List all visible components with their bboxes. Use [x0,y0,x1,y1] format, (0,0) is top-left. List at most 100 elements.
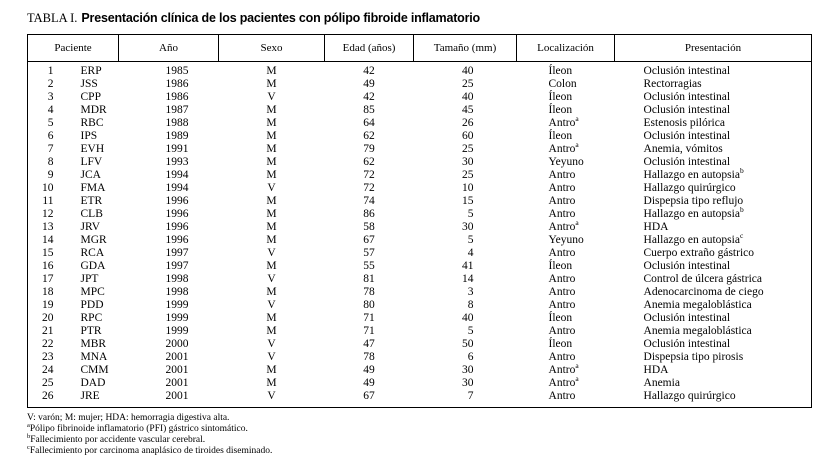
patient-number-cell: 4 [47,104,54,116]
age-cell: 80 [363,299,375,311]
patient-number-cell: 13 [42,221,54,233]
header-sexo: Sexo [218,34,326,62]
location-text: Antro [548,195,576,207]
year-cell: 1997 [165,247,189,259]
footnote-marker: a [575,114,579,124]
patient-initials-cell: MGR [80,234,107,246]
sex-cell: M [266,117,277,129]
size-cell: 5 [467,208,474,220]
patient-initials-cell: RPC [80,312,103,324]
location-text: Yeyuno [548,156,584,168]
age-cell: 47 [363,338,375,350]
location-text: Antro [548,208,576,220]
footnote-marker: b [27,432,31,440]
size-cell: 4 [467,247,474,259]
location-cell: Antro [517,351,615,364]
footnote-text: Pólipo fibrinoide inflamatorio (PFI) gás… [29,424,248,434]
location-cell: Antro [517,169,615,182]
year-cell: 1987 [165,104,189,116]
size-cell: 25 [462,78,474,90]
table-body: 1 ERP 1985 M 42 40 Íleon Oclusión intest… [28,62,812,408]
footnote-text: V: varón; M: mujer; HDA: hemorragia dige… [27,413,230,423]
patient-number-cell: 26 [42,390,54,402]
presentation-cell: Adenocarcinoma de ciego [615,286,812,299]
presentation-text: HDA [643,364,669,376]
sex-cell: M [266,143,277,155]
footnotes: V: varón; M: mujer; HDA: hemorragia dige… [27,413,813,457]
footnote-marker: a [575,374,579,384]
age-cell: 78 [363,351,375,363]
patient-number-cell: 9 [47,169,54,181]
location-cell: Antro [517,182,615,195]
header-row: Paciente Año Sexo Edad (años) Tamaño (mm… [26,34,813,62]
location-text: Antro [548,351,576,363]
size-cell: 40 [462,312,474,324]
sex-cell: V [267,299,276,311]
header-presentacion: Presentación [614,34,813,62]
size-cell: 5 [467,325,474,337]
patient-initials-cell: RBC [80,117,104,129]
location-text: Antro [548,221,576,233]
patient-initials-cell: FMA [80,182,106,194]
location-cell: Yeyuno [517,156,615,169]
table-row: 22 MBR 2000 V 47 50 Íleon Oclusión intes… [28,338,812,351]
sex-cell: V [267,182,276,194]
presentation-text: Oclusión intestinal [643,91,731,103]
table-row: 13 JRV 1996 M 58 30 Antroa HDA [28,219,812,234]
size-cell: 30 [462,221,474,233]
table-row: 8 LFV 1993 M 62 30 Yeyuno Oclusión intes… [28,156,812,169]
size-cell: 45 [462,104,474,116]
presentation-text: Estenosis pilórica [643,117,725,129]
location-text: Antro [548,182,576,194]
table-row: 6 IPS 1989 M 62 60 Íleon Oclusión intest… [28,130,812,143]
sex-cell: M [266,78,277,90]
age-cell: 71 [363,312,375,324]
presentation-text: Hallazgo quirúrgico [643,390,736,402]
presentation-cell: HDA [615,221,812,234]
year-cell: 1994 [165,182,189,194]
presentation-text: Anemia megaloblástica [643,299,752,311]
patient-number-cell: 24 [42,364,54,376]
patient-number-cell: 6 [47,130,54,142]
year-cell: 1999 [165,299,189,311]
patients-table: Paciente Año Sexo Edad (años) Tamaño (mm… [26,34,813,408]
patient-initials-cell: JSS [80,78,98,90]
location-text: Íleon [548,312,573,324]
presentation-cell: Dispepsia tipo reflujo [615,195,812,208]
footnote-marker: b [739,166,744,176]
location-cell: Íleon [517,260,615,273]
patient-initials-cell: ERP [80,65,102,77]
sex-cell: V [267,351,276,363]
location-cell: Antro [517,247,615,260]
year-cell: 2001 [165,351,189,363]
sex-cell: M [266,260,277,272]
header-ano: Año [118,34,220,62]
age-cell: 72 [363,182,375,194]
header-tamano: Tamaño (mm) [413,34,518,62]
header-paciente: Paciente [26,34,120,62]
location-text: Íleon [548,65,573,77]
location-cell: Antro [517,195,615,208]
patient-number-cell: 18 [42,286,54,298]
age-cell: 49 [363,364,375,376]
size-cell: 14 [462,273,474,285]
header-localizacion: Localización [516,34,616,62]
location-text: Antro [548,247,576,259]
location-cell: Antro [517,208,615,221]
location-cell: Colon [517,78,615,91]
presentation-cell: Anemia, vómitos [615,143,812,156]
location-cell: Antroa [517,114,615,130]
age-cell: 49 [363,377,375,389]
year-cell: 1999 [165,312,189,324]
table-row: 11 ETR 1996 M 74 15 Antro Dispepsia tipo… [28,195,812,208]
footnote-marker: b [739,205,744,215]
size-cell: 30 [462,364,474,376]
presentation-text: Oclusión intestinal [643,156,731,168]
table-row: 1 ERP 1985 M 42 40 Íleon Oclusión intest… [28,62,812,79]
year-cell: 2001 [165,377,189,389]
size-cell: 5 [467,234,474,246]
location-text: Antro [548,273,576,285]
location-cell: Antro [517,390,615,408]
location-cell: Antro [517,286,615,299]
patient-initials-cell: GDA [80,260,106,272]
